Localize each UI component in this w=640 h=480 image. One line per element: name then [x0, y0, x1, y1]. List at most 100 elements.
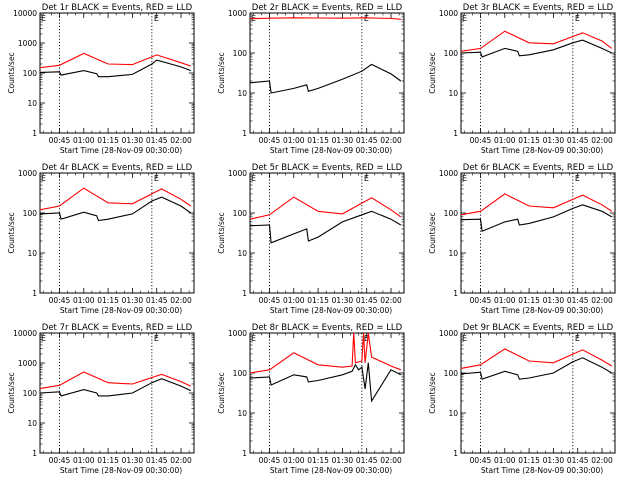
x-tick-label: 01:15	[518, 296, 540, 305]
y-tick-label: 10	[448, 249, 458, 258]
x-tick-label: 01:15	[97, 136, 119, 145]
x-tick-label: 00:45	[259, 296, 281, 305]
y-tick-label: 1000	[439, 329, 458, 338]
x-axis-label: Start Time (28-Nov-09 00:30:00)	[60, 306, 182, 315]
event-marker-label: E	[364, 174, 369, 183]
series-line-black	[249, 362, 402, 403]
plot-frame	[460, 12, 616, 134]
y-axis-label: Counts/sec	[428, 212, 437, 253]
x-tick-label: 01:45	[356, 136, 378, 145]
chart-panel-7: Det 7r BLACK = Events, RED = LLD 1 10 100 10…	[7, 323, 195, 475]
x-tick-label: 01:00	[73, 456, 95, 465]
y-axis-label: Counts/sec	[217, 212, 226, 253]
x-tick-label: 01:15	[307, 456, 329, 465]
x-tick-label: 00:45	[259, 136, 281, 145]
y-tick-label: 1000	[18, 169, 37, 178]
series-line-red	[39, 187, 192, 211]
plot-frame	[460, 172, 616, 294]
x-axis-label: Start Time (28-Nov-09 00:30:00)	[481, 466, 603, 475]
y-tick-label: 10	[237, 409, 247, 418]
event-marker-label: E	[575, 334, 580, 343]
x-tick-label: 01:00	[283, 296, 305, 305]
event-marker-label: E	[462, 14, 467, 23]
series-line-black	[460, 204, 613, 232]
x-axis-label: Start Time (28-Nov-09 00:30:00)	[60, 146, 182, 155]
y-tick-label: 1	[32, 129, 37, 138]
y-tick-label: 10	[27, 99, 37, 108]
y-tick-label: 100	[23, 389, 38, 398]
x-tick-label: 01:45	[567, 456, 589, 465]
series-line-red	[39, 52, 191, 69]
event-marker-label: E	[462, 174, 467, 183]
y-tick-label: 100	[233, 369, 248, 378]
y-tick-label: 100	[444, 209, 459, 218]
x-tick-label: 01:45	[567, 296, 589, 305]
plot-frame	[39, 12, 195, 134]
x-tick-label: 02:00	[380, 296, 402, 305]
y-tick-label: 100	[444, 49, 459, 58]
chart-panel-4: Det 4r BLACK = Events, RED = LLD 1 10 100 10…	[7, 163, 195, 315]
y-tick-label: 1000	[439, 169, 458, 178]
y-tick-label: 1	[453, 129, 458, 138]
event-marker-label: E	[154, 174, 159, 183]
x-tick-label: 01:00	[283, 136, 305, 145]
chart-title: Det 7r BLACK = Events, RED = LLD	[42, 323, 193, 333]
x-axis-label: Start Time (28-Nov-09 00:30:00)	[60, 466, 182, 475]
x-tick-label: 01:30	[543, 296, 565, 305]
event-marker-label: E	[575, 14, 580, 23]
x-axis-label: Start Time (28-Nov-09 00:30:00)	[481, 306, 603, 315]
y-tick-label: 1000	[439, 9, 458, 18]
plot-frame	[460, 332, 616, 454]
x-tick-label: 00:45	[470, 456, 492, 465]
x-tick-label: 01:00	[73, 136, 95, 145]
series-line-black	[460, 39, 613, 58]
y-tick-label: 1	[453, 289, 458, 298]
x-tick-label: 01:00	[494, 296, 516, 305]
chart-panel-9: Det 9r BLACK = Events, RED = LLD 1 10 100 10…	[428, 323, 616, 475]
event-marker-label: E	[41, 174, 46, 183]
x-axis-label: Start Time (28-Nov-09 00:30:00)	[481, 146, 603, 155]
y-tick-label: 10	[448, 89, 458, 98]
x-tick-label: 00:45	[259, 456, 281, 465]
y-axis-label: Counts/sec	[7, 52, 16, 93]
event-marker-label: E	[364, 14, 369, 23]
y-tick-label: 10000	[13, 329, 37, 338]
x-tick-label: 02:00	[380, 136, 402, 145]
event-marker-label: E	[364, 334, 369, 343]
x-tick-label: 01:00	[494, 136, 516, 145]
chart-title: Det 3r BLACK = Events, RED = LLD	[463, 3, 614, 13]
x-tick-label: 01:45	[356, 296, 378, 305]
y-axis-label: Counts/sec	[217, 52, 226, 93]
y-tick-label: 10	[237, 89, 247, 98]
x-tick-label: 01:15	[97, 456, 119, 465]
y-tick-label: 10000	[13, 9, 37, 18]
event-marker-label: E	[41, 14, 46, 23]
series-line-black	[249, 210, 402, 244]
series-line-red	[460, 348, 613, 369]
series-line-red	[249, 17, 401, 20]
chart-title: Det 4r BLACK = Events, RED = LLD	[42, 163, 193, 173]
x-tick-label: 00:45	[49, 136, 71, 145]
series-line-red	[249, 196, 402, 220]
x-axis-label: Start Time (28-Nov-09 00:30:00)	[270, 306, 392, 315]
x-tick-label: 01:30	[332, 296, 354, 305]
y-tick-label: 10	[237, 249, 247, 258]
y-tick-label: 1000	[18, 39, 37, 48]
plot-frame	[249, 332, 405, 454]
x-tick-label: 01:30	[122, 136, 144, 145]
x-tick-label: 02:00	[591, 296, 613, 305]
y-tick-label: 100	[233, 209, 248, 218]
plot-frame	[39, 172, 195, 294]
x-tick-label: 01:15	[518, 136, 540, 145]
x-tick-label: 00:45	[470, 296, 492, 305]
chart-title: Det 5r BLACK = Events, RED = LLD	[252, 163, 403, 173]
x-tick-label: 00:45	[49, 456, 71, 465]
y-tick-label: 1	[453, 449, 458, 458]
y-tick-label: 1000	[228, 169, 247, 178]
chart-title: Det 1r BLACK = Events, RED = LLD	[42, 3, 193, 13]
x-axis-label: Start Time (28-Nov-09 00:30:00)	[270, 146, 392, 155]
plot-frame	[249, 172, 405, 294]
y-tick-label: 100	[444, 369, 459, 378]
series-line-red	[460, 30, 613, 52]
